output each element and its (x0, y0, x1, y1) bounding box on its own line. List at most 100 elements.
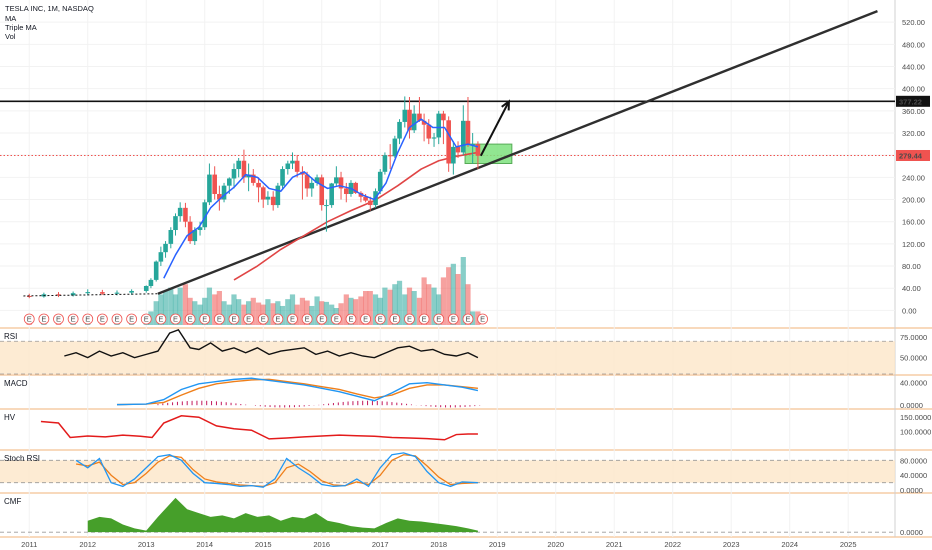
volume-bar (329, 304, 335, 325)
volume-bar (465, 284, 471, 325)
volume-bar (426, 284, 432, 325)
price-axis-tick: 240.00 (902, 173, 925, 182)
macd-axis-tick: 0.0000 (900, 401, 923, 410)
earnings-marker-label: E (129, 315, 134, 324)
candle-body (158, 252, 164, 262)
rsi-axis-tick: 75.0000 (900, 333, 927, 342)
indicator-ma[interactable]: MA (5, 14, 17, 23)
volume-bar (421, 277, 427, 325)
earnings-marker (404, 313, 415, 325)
last-price-badge: 279.44 (899, 151, 923, 160)
earnings-marker-label: E (41, 315, 46, 324)
time-axis-tick: 2012 (79, 540, 96, 549)
rsi-title: RSI (4, 332, 17, 341)
volume-bar (353, 299, 359, 325)
candle-body (324, 205, 329, 207)
volume-bar (299, 297, 306, 325)
earnings-marker-label: E (305, 315, 310, 324)
moving-average-slow (233, 151, 479, 281)
candle-body (212, 174, 217, 194)
volume-bar (431, 287, 437, 325)
indicator-triple-ma[interactable]: Triple MA (5, 23, 37, 32)
candle-body (227, 178, 232, 186)
projection-arrow-shaft (479, 100, 510, 157)
volume-bar (172, 294, 179, 325)
earnings-marker (23, 313, 35, 325)
volume-bar (338, 303, 344, 325)
candle-body (426, 124, 432, 139)
volume-bar (231, 294, 237, 325)
candle-body (329, 183, 334, 206)
volume-bar (158, 294, 164, 325)
candle-body (421, 120, 427, 125)
macd-line (116, 377, 479, 406)
candle-body (217, 193, 222, 200)
candle-body (397, 121, 402, 139)
candle-body (26, 295, 32, 297)
volume-bar (285, 299, 291, 325)
volume-bar (206, 287, 213, 325)
earnings-marker-label: E (71, 315, 76, 324)
candle-body (319, 177, 325, 206)
earnings-marker-label: E (275, 315, 280, 324)
earnings-marker-label: E (392, 315, 397, 324)
price-axis-tick: 400.00 (902, 85, 925, 94)
volume-bar (226, 304, 232, 325)
time-axis-tick: 2024 (781, 540, 798, 549)
candle-body (382, 155, 388, 172)
volume-bar (396, 280, 403, 325)
volume-bar (192, 301, 198, 325)
stoch-band (0, 460, 895, 483)
candle-body (275, 185, 281, 206)
candle-body (207, 174, 212, 203)
candle-body (280, 169, 285, 186)
earnings-marker-label: E (422, 315, 427, 324)
candle-body (202, 202, 208, 228)
support-trendline (157, 9, 878, 295)
candle-body (270, 196, 276, 206)
candle-body (465, 120, 471, 145)
time-axis-tick: 2017 (372, 540, 389, 549)
time-axis-tick: 2014 (196, 540, 213, 549)
indicator-vol[interactable]: Vol (5, 32, 16, 41)
candle-body (148, 279, 154, 286)
time-axis-tick: 2021 (606, 540, 623, 549)
candle-body (260, 187, 266, 200)
volume-bar (406, 287, 413, 325)
earnings-marker (287, 313, 298, 325)
price-axis-tick: 200.00 (902, 196, 925, 205)
volume-bar (153, 301, 159, 325)
volume-bar (265, 299, 271, 325)
price-axis-tick: 40.00 (902, 284, 921, 293)
volume-bar (363, 291, 369, 325)
earnings-marker (213, 313, 225, 325)
candle-body (402, 109, 408, 122)
candle-body (256, 182, 261, 188)
earnings-marker (126, 313, 138, 325)
volume-bar (168, 287, 174, 325)
earnings-marker-label: E (231, 315, 236, 324)
candle-body (460, 120, 466, 153)
candle-body (470, 144, 475, 146)
volume-bar (246, 301, 252, 325)
earnings-marker-label: E (56, 315, 61, 324)
volume-bar (348, 297, 354, 325)
candle-body (363, 196, 368, 201)
candle-body (236, 160, 241, 170)
earnings-marker (418, 313, 430, 325)
earnings-marker (447, 313, 459, 325)
earnings-marker-label: E (451, 315, 456, 324)
stoch-d-line (75, 454, 478, 488)
earnings-marker (330, 313, 342, 325)
earnings-marker-label: E (114, 315, 119, 324)
candle-body (173, 216, 178, 231)
candle-body (70, 293, 76, 296)
earnings-marker (272, 313, 284, 325)
earnings-marker (199, 313, 211, 325)
volume-bar (314, 296, 320, 325)
price-axis-tick: 520.00 (902, 18, 925, 27)
volume-bar (416, 297, 423, 325)
stoch-k-line (75, 452, 478, 488)
earnings-marker-label: E (290, 315, 295, 324)
